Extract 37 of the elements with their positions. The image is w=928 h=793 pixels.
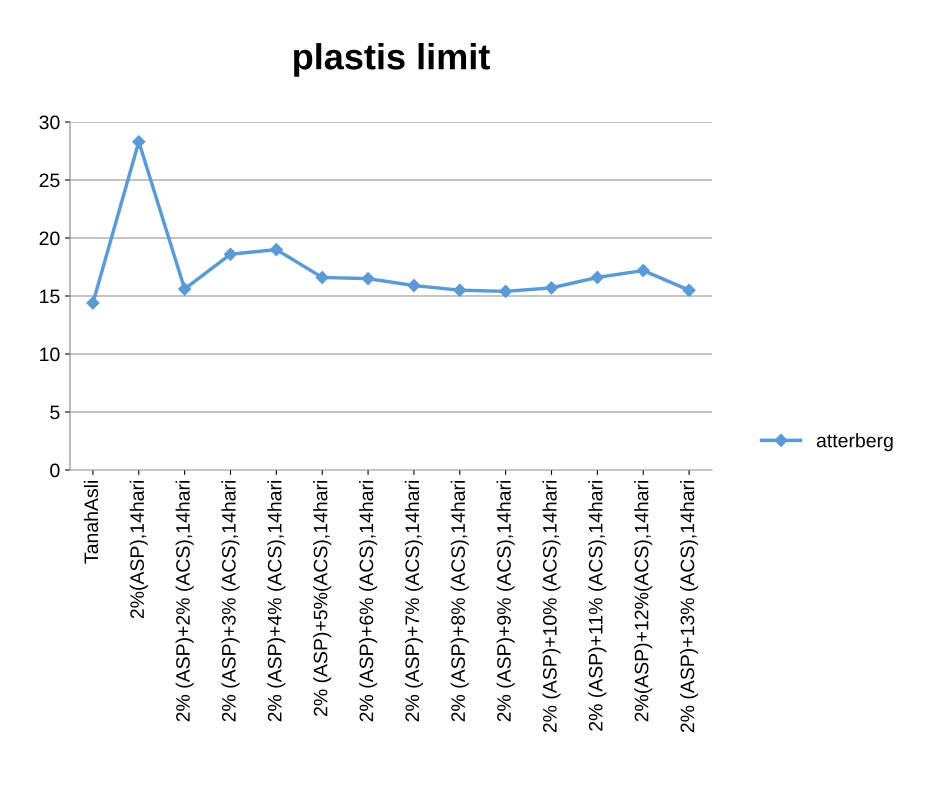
point <box>682 284 696 297</box>
x-tick-label: 2% (ASP)+10% (ACS),14hari <box>542 481 561 732</box>
chart-title: plastis limit <box>294 43 490 77</box>
y-tick-label: 10 <box>40 347 60 362</box>
point <box>636 264 650 278</box>
y-tick-label: 15 <box>40 290 60 304</box>
x-tick-label: 2% (ASP)+7% (ACS),14hari <box>404 481 423 722</box>
point <box>224 248 238 261</box>
x-tick-label: 2%(ASP),14hari <box>130 481 148 618</box>
x-tick-label: 2% (ASP)+5%(ACS),14hari <box>313 481 332 716</box>
point <box>590 270 604 284</box>
x-tick-label: 2% (ASP)+13% (ACS),14hari <box>680 481 698 732</box>
x-tick-label: 2% (ASP)+6% (ACS),14hari <box>359 481 378 722</box>
y-tick-label: 5 <box>50 406 60 420</box>
y-tick-label: 20 <box>40 231 60 246</box>
x-tick-label: TanahAsli <box>84 481 98 564</box>
point <box>270 243 283 256</box>
point <box>132 135 146 148</box>
x-tick-label: 2% (ASP)+9% (ACS),14hari <box>496 481 515 722</box>
x-tick-label: 2% (ASP)+4% (ACS),14hari <box>267 481 286 722</box>
point <box>178 282 192 296</box>
point <box>544 281 558 294</box>
x-tick-label: 2%(ASP)+12%(ACS),14hari <box>634 481 652 722</box>
x-tick-label: 2% (ASP)+3% (ACS),14hari <box>221 481 240 722</box>
point <box>407 278 421 292</box>
point <box>316 270 329 284</box>
y-tick-label: 30 <box>39 115 60 130</box>
point <box>86 296 100 310</box>
legend-label: atterberg <box>816 433 893 452</box>
x-tick-label: 2% (ASP)+2% (ACS),14hari <box>176 481 194 722</box>
point <box>361 272 375 286</box>
y-tick-label: 0 <box>50 463 60 478</box>
x-tick-label: 2% (ASP)+8% (ACS),14hari <box>450 481 469 722</box>
y-tick-label: 25 <box>40 173 60 188</box>
point <box>453 284 466 297</box>
point <box>499 284 512 298</box>
x-tick-label: 2% (ASP)+11% (ACS),14hari <box>588 481 606 731</box>
